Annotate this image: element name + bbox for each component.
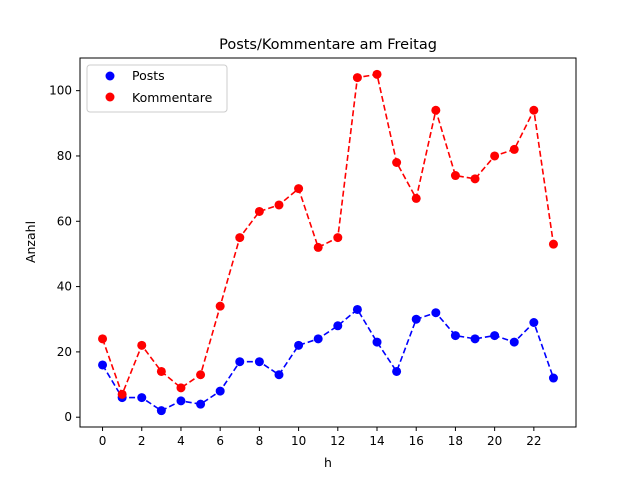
y-tick-label: 80: [57, 149, 72, 163]
plot-frame: [79, 57, 577, 428]
series-layer: [98, 69, 558, 416]
data-point-kommentare: [235, 233, 245, 243]
series-line-posts: [101, 308, 555, 412]
data-point-kommentare: [352, 73, 362, 83]
legend-label-kommentare: Kommentare: [132, 90, 213, 105]
data-point-kommentare: [470, 174, 480, 184]
x-tick-label: 16: [409, 434, 424, 448]
data-point-kommentare: [254, 206, 264, 216]
y-axis-ticks: 0 20 40 60 80 100: [49, 84, 80, 424]
data-point-kommentare: [294, 184, 304, 194]
data-point-kommentare: [372, 69, 382, 79]
y-axis-label: Anzahl: [23, 221, 38, 263]
data-point-posts: [411, 314, 421, 324]
data-point-kommentare: [450, 171, 460, 181]
data-point-kommentare: [548, 239, 558, 249]
legend-marker-kommentare: [105, 92, 115, 102]
data-point-posts: [372, 337, 382, 347]
x-axis-ticks: 0 2 4 6 8 10 12 14 16 18 20 22: [99, 427, 541, 448]
data-point-posts: [98, 360, 108, 370]
data-point-posts: [215, 386, 225, 396]
data-point-posts: [509, 337, 519, 347]
legend-marker-posts: [105, 71, 115, 81]
x-tick-label: 8: [256, 434, 264, 448]
legend-box: [86, 64, 228, 113]
x-tick-label: 14: [369, 434, 384, 448]
chart-title: Posts/Kommentare am Freitag: [219, 37, 437, 53]
data-point-posts: [196, 399, 206, 409]
data-point-posts: [294, 340, 304, 350]
data-point-kommentare: [411, 193, 421, 203]
data-point-posts: [548, 373, 558, 383]
data-point-posts: [529, 318, 539, 328]
data-point-kommentare: [137, 340, 147, 350]
data-point-posts: [176, 396, 186, 406]
data-point-posts: [450, 331, 460, 341]
data-point-posts: [254, 357, 264, 367]
y-tick-label: 40: [57, 280, 72, 294]
data-point-kommentare: [509, 144, 519, 154]
data-point-kommentare: [98, 334, 108, 344]
data-point-kommentare: [117, 389, 127, 399]
data-point-kommentare: [215, 301, 225, 311]
x-tick-label: 6: [216, 434, 224, 448]
data-point-posts: [333, 321, 343, 331]
x-axis-label: h: [324, 455, 332, 470]
data-point-kommentare: [392, 157, 402, 167]
data-point-kommentare: [313, 242, 323, 252]
x-tick-label: 0: [99, 434, 107, 448]
data-point-posts: [274, 370, 284, 380]
y-tick-label: 100: [49, 84, 72, 98]
data-point-kommentare: [490, 151, 500, 161]
data-point-posts: [137, 393, 147, 403]
y-tick-label: 60: [57, 214, 72, 228]
y-tick-label: 0: [64, 410, 72, 424]
data-point-kommentare: [274, 200, 284, 210]
x-tick-label: 12: [330, 434, 345, 448]
data-point-posts: [313, 334, 323, 344]
x-tick-label: 22: [526, 434, 541, 448]
data-point-kommentare: [529, 105, 539, 115]
data-point-posts: [235, 357, 245, 367]
data-point-posts: [156, 406, 166, 416]
y-tick-label: 20: [57, 345, 72, 359]
data-point-kommentare: [333, 233, 343, 243]
data-point-kommentare: [196, 370, 206, 380]
x-tick-label: 2: [138, 434, 146, 448]
x-tick-label: 20: [487, 434, 502, 448]
legend: Posts Kommentare: [86, 64, 228, 113]
data-point-posts: [470, 334, 480, 344]
data-point-kommentare: [156, 366, 166, 376]
x-tick-label: 4: [177, 434, 185, 448]
x-tick-label: 10: [291, 434, 306, 448]
data-point-kommentare: [176, 383, 186, 393]
data-point-posts: [392, 366, 402, 376]
data-point-posts: [352, 304, 362, 314]
x-tick-label: 18: [448, 434, 463, 448]
data-point-posts: [431, 308, 441, 318]
series-line-kommentare: [101, 73, 555, 397]
data-point-kommentare: [431, 105, 441, 115]
legend-label-posts: Posts: [132, 68, 165, 83]
data-point-posts: [490, 331, 500, 341]
